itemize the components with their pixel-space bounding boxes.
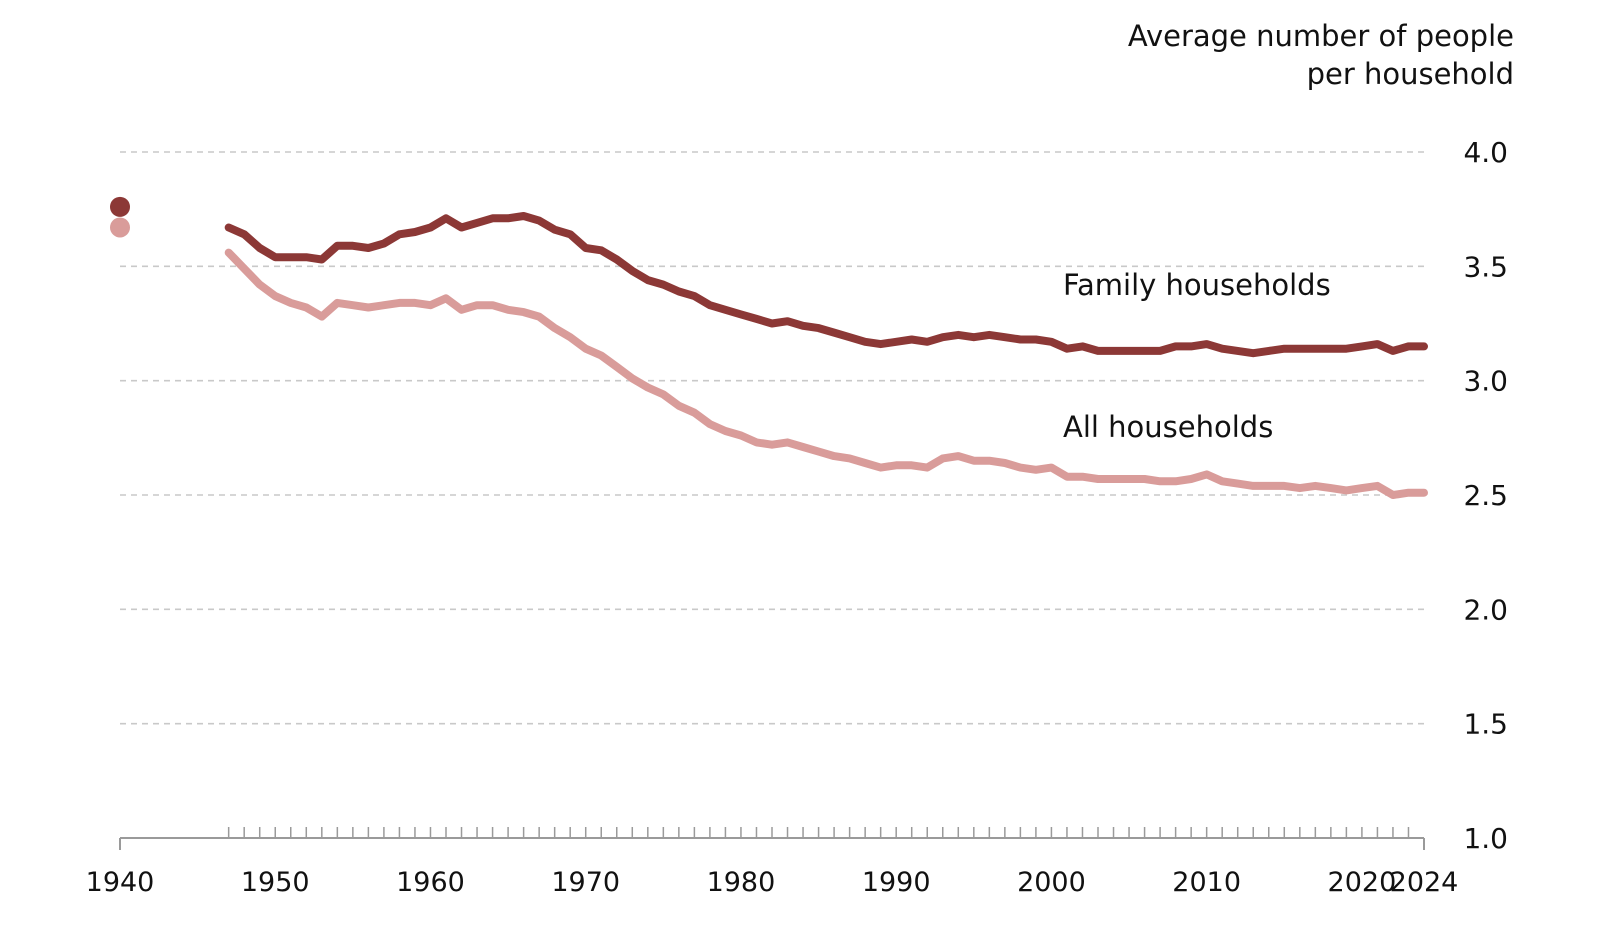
point-1940-family-households	[110, 196, 130, 217]
point-1940-all-households	[110, 217, 130, 238]
y-tick-label-1.5: 1.5	[1463, 708, 1508, 741]
x-tick-label-1970: 1970	[551, 867, 620, 898]
y-axis-title-line-1: Average number of people	[1128, 19, 1514, 53]
y-tick-label-3.5: 3.5	[1463, 250, 1508, 283]
series-line-family-households	[224, 212, 1428, 358]
x-tick-label-2000: 2000	[1017, 867, 1086, 898]
y-tick-label-2.5: 2.5	[1463, 479, 1508, 512]
x-tick-label-2024: 2024	[1390, 867, 1459, 898]
y-axis-title-line-2: per household	[1307, 57, 1514, 91]
y-tick-label-2.0: 2.0	[1463, 593, 1508, 626]
y-tick-label-3.0: 3.0	[1463, 365, 1508, 398]
series-line-all-households	[224, 248, 1428, 499]
x-tick-label-2020: 2020	[1328, 867, 1397, 898]
x-tick-label-1960: 1960	[396, 867, 465, 898]
x-tick-label-1990: 1990	[862, 867, 931, 898]
gridlines	[120, 151, 1424, 725]
y-tick-label-4.0: 4.0	[1463, 136, 1508, 169]
series-group	[110, 196, 1428, 499]
series-label-family-households: Family households	[1063, 268, 1331, 302]
x-tick-label-2010: 2010	[1172, 867, 1241, 898]
x-tick-label-1980: 1980	[707, 867, 776, 898]
x-axis	[119, 827, 1425, 850]
series-label-all-households: All households	[1063, 410, 1273, 444]
x-tick-label-1940: 1940	[86, 867, 155, 898]
y-tick-label-1.0: 1.0	[1463, 822, 1508, 855]
x-tick-label-1950: 1950	[241, 867, 310, 898]
y-axis-tick-labels: 1.0 1.5 2.0 2.5 3.0 3.5 4.0	[1463, 136, 1508, 855]
